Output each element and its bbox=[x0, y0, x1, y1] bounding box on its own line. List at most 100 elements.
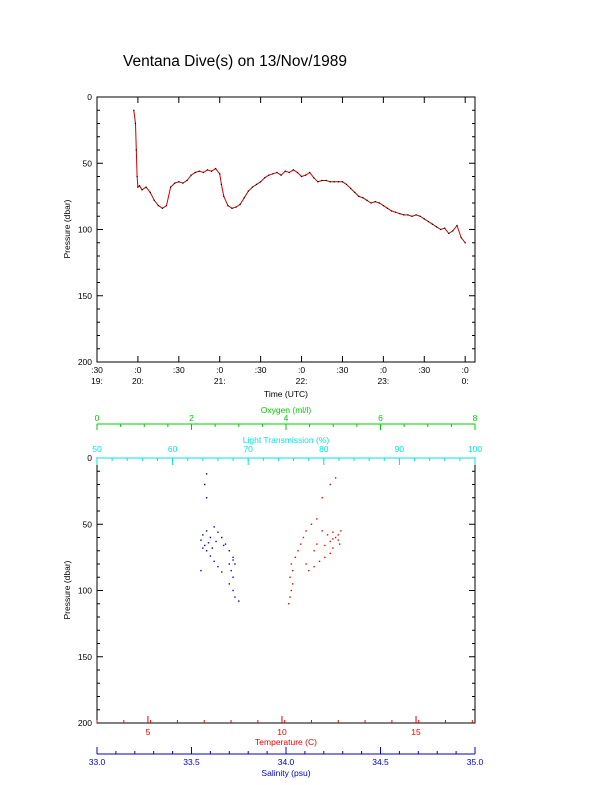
salinity-tick-label: 33.5 bbox=[183, 757, 200, 767]
pressure-sample bbox=[427, 220, 429, 223]
x-tick-label: :0 bbox=[380, 365, 387, 375]
salinity-point bbox=[217, 531, 219, 533]
temperature-point bbox=[332, 531, 334, 533]
pressure-sample bbox=[215, 167, 217, 170]
pressure-sample bbox=[223, 195, 225, 197]
pressure-sample bbox=[415, 214, 417, 216]
pressure-sample bbox=[186, 179, 188, 182]
salinity-point bbox=[209, 536, 212, 539]
salinity-point bbox=[204, 544, 206, 547]
pressure-sample bbox=[157, 205, 159, 207]
y-tick-label: 50 bbox=[83, 158, 93, 168]
x-tick-label-hour: 19: bbox=[91, 376, 103, 386]
pressure-sample bbox=[435, 226, 438, 228]
salinity-point bbox=[205, 530, 208, 532]
pressure-sample bbox=[464, 242, 466, 244]
pressure-sample bbox=[386, 207, 389, 209]
pressure-sample bbox=[341, 181, 344, 183]
temperature-point bbox=[332, 547, 334, 549]
salinity-point bbox=[222, 544, 225, 547]
pressure-sample bbox=[136, 175, 138, 178]
salinity-axis-ticks: 33.0 33.5 34.0 34.5 35.0 bbox=[89, 747, 484, 767]
temperature-point bbox=[313, 550, 315, 552]
pressure-sample bbox=[309, 171, 311, 174]
y-tick-label: 200 bbox=[78, 357, 92, 367]
temperature-point bbox=[292, 569, 294, 572]
pressure-sample bbox=[133, 109, 135, 111]
temperature-point bbox=[324, 556, 326, 559]
pressure-sample bbox=[243, 197, 245, 199]
salinity-point bbox=[200, 539, 202, 541]
salinity-point bbox=[234, 563, 236, 565]
temperature-point bbox=[334, 477, 337, 479]
temperature-point bbox=[290, 589, 293, 592]
pressure-sample bbox=[134, 122, 137, 125]
x-tick-label-hour: 0: bbox=[462, 376, 469, 386]
temperature-tick-label: 15 bbox=[411, 727, 421, 737]
salinity-point bbox=[202, 534, 204, 536]
salinity-point bbox=[204, 483, 206, 486]
pressure-sample bbox=[251, 186, 254, 188]
temperature-point bbox=[326, 534, 329, 536]
x-tick-label: :30 bbox=[91, 365, 103, 375]
salinity-point bbox=[215, 540, 217, 543]
temperature-point bbox=[329, 483, 331, 486]
temperature-point bbox=[287, 603, 290, 605]
oxygen-axis-ticks: 0 2 4 6 8 bbox=[95, 413, 478, 430]
x-tick-label-hour: 22: bbox=[296, 376, 308, 386]
salinity-point bbox=[213, 560, 215, 563]
salinity-point bbox=[205, 497, 208, 499]
salinity-point bbox=[209, 555, 212, 557]
salinity-points bbox=[200, 473, 240, 602]
light_transmission-tick-label: 70 bbox=[243, 444, 253, 454]
pressure-sample bbox=[407, 214, 409, 216]
pressure-sample bbox=[395, 211, 397, 213]
pressure-sample bbox=[206, 169, 209, 171]
pressure-sample bbox=[198, 170, 200, 172]
pressure-sample bbox=[280, 174, 282, 176]
light-transmission-axis-ticks: 50 60 70 80 90 100 bbox=[92, 444, 482, 465]
temperature-point bbox=[302, 536, 305, 539]
pressure-trace-dots bbox=[133, 109, 466, 244]
light-transmission-axis-label: Light Transmission (%) bbox=[243, 435, 330, 445]
salinity-point bbox=[234, 596, 236, 598]
pressure-sample bbox=[141, 189, 143, 191]
pressure-sample bbox=[268, 174, 270, 176]
pressure-sample bbox=[145, 186, 147, 188]
x-tick-label: :30 bbox=[337, 365, 349, 375]
pressure-sample bbox=[190, 174, 192, 176]
temperature-point bbox=[329, 552, 331, 555]
temperature-point bbox=[337, 539, 339, 541]
temperature-point bbox=[316, 518, 318, 520]
temperature-point bbox=[289, 576, 291, 578]
pressure-sample bbox=[354, 191, 356, 193]
x-tick-label: :30 bbox=[173, 365, 185, 375]
time-chart-y-label: Pressure (dbar) bbox=[62, 199, 72, 258]
pressure-sample bbox=[272, 173, 274, 175]
profile-chart-y-ticks: 0 50 100 150 200 bbox=[78, 453, 475, 728]
pressure-sample bbox=[460, 236, 462, 239]
light_transmission-tick-label: 90 bbox=[395, 444, 405, 454]
salinity-point bbox=[205, 550, 208, 552]
temperature-point bbox=[338, 543, 341, 545]
temperature-point bbox=[321, 530, 323, 532]
pressure-sample bbox=[456, 224, 458, 227]
oxygen-tick-label: 0 bbox=[95, 413, 100, 423]
pressure-sample bbox=[370, 202, 372, 204]
pressure-sample bbox=[321, 179, 323, 182]
pressure-sample bbox=[255, 183, 258, 186]
pressure-sample bbox=[431, 223, 434, 225]
pressure-sample bbox=[399, 213, 401, 215]
salinity-tick-label: 33.0 bbox=[89, 757, 106, 767]
temperature-point bbox=[305, 563, 307, 565]
temperature-points bbox=[287, 477, 342, 605]
pressure-sample bbox=[153, 199, 155, 201]
salinity-point bbox=[228, 550, 230, 552]
y-tick-label: 0 bbox=[87, 92, 92, 102]
y-tick-label: 200 bbox=[78, 718, 92, 728]
x-tick-label: :0 bbox=[216, 365, 223, 375]
pressure-sample bbox=[182, 182, 184, 184]
